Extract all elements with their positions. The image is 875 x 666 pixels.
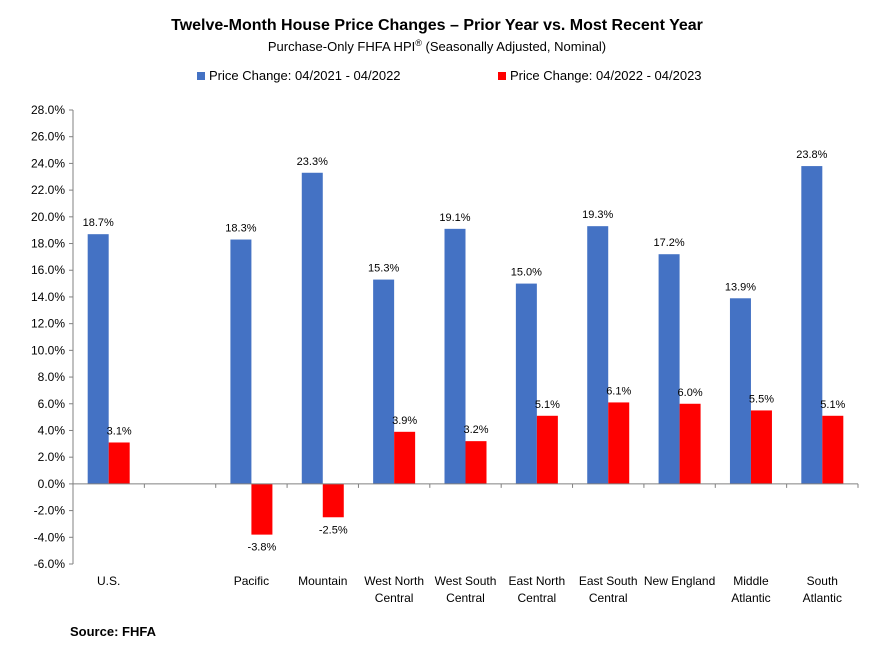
data-label: -2.5% [319,524,348,536]
y-tick-label: 14.0% [31,290,65,304]
category-label: Middle [733,574,769,588]
data-label: 19.1% [439,212,470,224]
bar-2021-2022 [444,228,466,484]
category-label: U.S. [97,574,120,588]
bar-2022-2023 [251,483,273,535]
bar-2022-2023 [679,403,701,484]
y-tick-label: 26.0% [31,130,65,144]
legend: Price Change: 04/2021 - 04/2022 Price Cha… [197,68,702,83]
subtitle-superscript: ® [415,38,422,48]
category-label: Mountain [298,574,347,588]
bar-2021-2022 [801,166,823,484]
bar-2021-2022 [87,234,109,484]
bar-2022-2023 [322,483,344,518]
y-tick-label: 6.0% [38,397,66,411]
bar-2021-2022 [230,239,252,484]
data-label: 5.1% [535,399,560,411]
legend-swatch-0 [197,72,205,80]
y-tick-label: 10.0% [31,343,65,357]
data-label: 18.7% [83,217,114,229]
data-label: 3.2% [463,424,488,436]
category-label: East North [509,574,566,588]
bar-2021-2022 [301,172,323,484]
y-tick-label: 2.0% [38,450,66,464]
data-label: 15.0% [511,267,542,279]
category-label: Central [518,591,557,605]
y-tick-label: 28.0% [31,103,65,117]
bar-2021-2022 [658,254,680,484]
legend-swatch-1 [498,72,506,80]
data-label: 3.1% [107,425,132,437]
data-label: 19.3% [582,209,613,221]
category-label: Central [375,591,414,605]
bar-2022-2023 [608,402,630,484]
y-tick-label: -6.0% [34,557,66,571]
legend-label-0: Price Change: 04/2021 - 04/2022 [209,68,401,83]
subtitle-rest: (Seasonally Adjusted, Nominal) [422,39,606,54]
category-label: Central [446,591,485,605]
category-label: South [807,574,838,588]
bar-2022-2023 [394,431,416,484]
bar-2021-2022 [373,279,395,484]
data-label: 15.3% [368,263,399,275]
y-axis: 28.0% 26.0% 24.0% 22.0% 20.0% 18.0% 16.0% 14.0%… [31,103,74,571]
y-tick-label: 20.0% [31,210,65,224]
bar-2022-2023 [108,442,130,484]
category-label: Atlantic [731,591,770,605]
data-label: 5.1% [820,399,845,411]
category-label: Atlantic [803,591,842,605]
data-label: 17.2% [653,237,684,249]
bar-2021-2022 [587,226,609,484]
y-tick-label: 22.0% [31,183,65,197]
bar-2021-2022 [515,283,537,484]
subtitle-main: Purchase-Only FHFA HPI [268,39,415,54]
y-tick-label: 12.0% [31,317,65,331]
data-label: 6.1% [606,385,631,397]
y-tick-label: -4.0% [34,530,66,544]
y-tick-label: 16.0% [31,263,65,277]
x-axis: U.S. Pacific Mountain West North Central West… [72,483,859,605]
y-tick-label: 18.0% [31,237,65,251]
data-label: 5.5% [749,393,774,405]
y-tick-label: 0.0% [38,477,66,491]
data-label: 23.3% [297,156,328,168]
legend-label-1: Price Change: 04/2022 - 04/2023 [510,68,702,83]
y-tick-label: 24.0% [31,156,65,170]
data-label: -3.8% [248,542,277,554]
chart-title: Twelve-Month House Price Changes – Prior… [171,17,703,34]
category-label: New England [644,574,715,588]
y-tick-label: 4.0% [38,423,66,437]
bar-2022-2023 [536,415,558,484]
data-label: 6.0% [678,387,703,399]
data-label: 3.9% [392,415,417,427]
data-label: 13.9% [725,281,756,293]
bar-2021-2022 [729,298,751,484]
data-label: 23.8% [796,149,827,161]
category-label: West South [435,574,497,588]
bar-2022-2023 [750,410,772,484]
y-tick-label: -2.0% [34,504,66,518]
category-label: Pacific [234,574,269,588]
bar-2022-2023 [465,441,487,484]
category-label: West North [364,574,424,588]
source-note: Source: FHFA [70,624,157,639]
bar-2022-2023 [822,415,844,484]
category-label: East South [579,574,638,588]
chart-subtitle: Purchase-Only FHFA HPI® (Seasonally Adju… [268,38,606,54]
data-label: 18.3% [225,223,256,235]
bars: 18.7% 3.1% 18.3% -3.8% 23.3% -2.5% 15.3% 3.9% 19… [83,149,846,554]
category-label: Central [589,591,628,605]
y-tick-label: 8.0% [38,370,66,384]
